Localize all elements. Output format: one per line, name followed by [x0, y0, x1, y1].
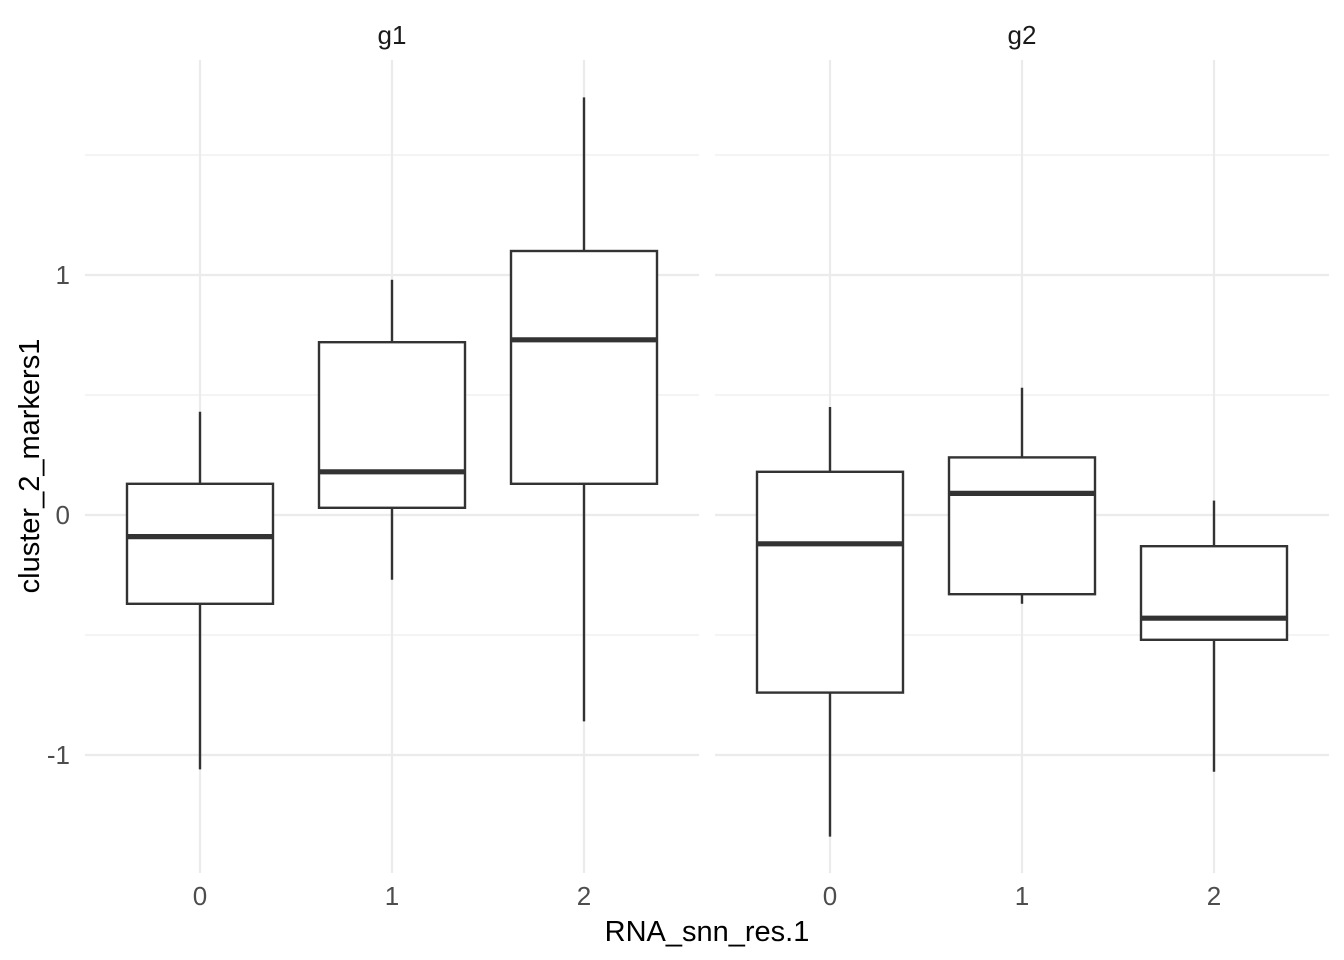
y-tick-label-0: 0: [55, 500, 70, 530]
x-axis-title: RNA_snn_res.1: [604, 916, 810, 948]
x-tick-label-g2-1: 1: [1014, 881, 1030, 911]
boxplot-g1-1-box: [317, 341, 467, 510]
x-tick-label-g1-1: 1: [384, 881, 400, 911]
x-tick-label-g1-0: 0: [192, 881, 208, 911]
y-axis-title: cluster_2_markers1: [14, 338, 46, 594]
boxplot-g1-0-box: [125, 482, 275, 605]
x-tick-label-g2-2: 2: [1206, 881, 1222, 911]
facet-strip-g2: g2: [1007, 20, 1037, 50]
y-tick-label-1: 1: [55, 260, 70, 290]
boxplot-g1-2-box: [509, 249, 659, 486]
boxplot-g2-1-box: [947, 456, 1097, 596]
x-tick-label-g1-2: 2: [576, 881, 592, 911]
boxplot-g2-2-box: [1139, 545, 1289, 642]
x-tick-label-g2-0: 0: [822, 881, 838, 911]
y-tick-label-neg1: -1: [46, 740, 70, 770]
boxplot-g2-0-box: [755, 470, 905, 694]
facet-strip-g1: g1: [377, 20, 407, 50]
